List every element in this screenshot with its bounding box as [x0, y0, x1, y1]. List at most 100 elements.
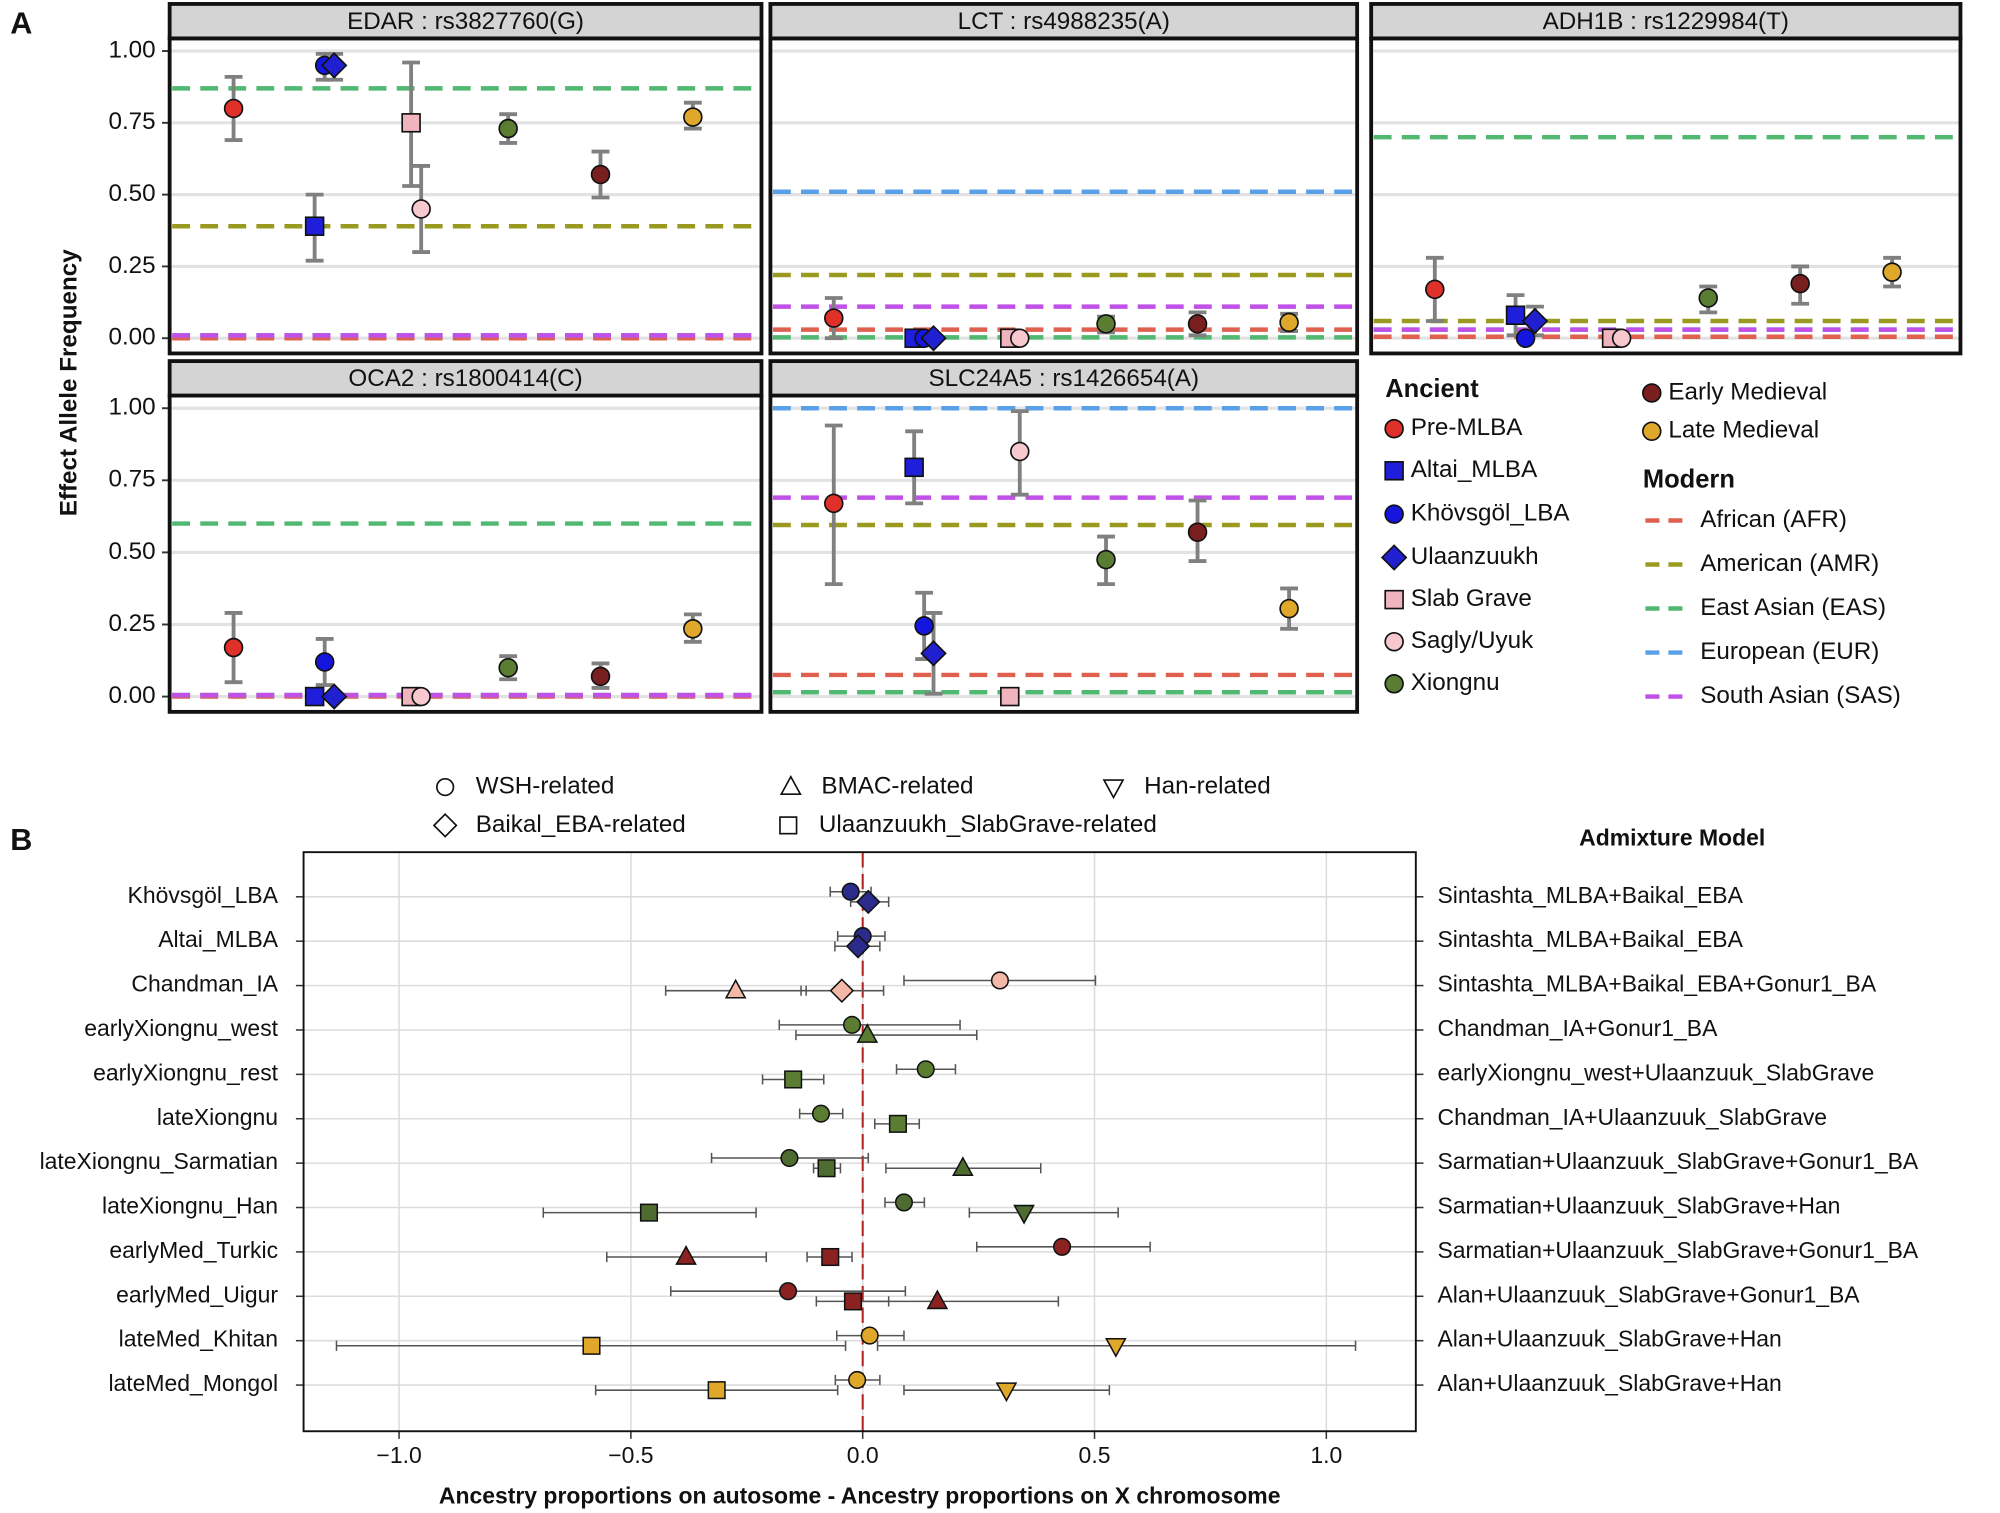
- x-axis-label: Ancestry proportions on autosome - Ances…: [439, 1483, 1281, 1509]
- data-point: [1611, 328, 1632, 348]
- data-point: [843, 1292, 863, 1311]
- legend-title: Modern: [1643, 466, 1735, 494]
- facet-strip: [1369, 2, 1963, 41]
- facet-title: SLC24A5 : rs1426654(A): [928, 365, 1199, 392]
- legend-label: East Asian (EAS): [1700, 594, 1886, 621]
- y-tick-label: 0.75: [108, 466, 155, 493]
- data-point: [1505, 305, 1526, 325]
- data-point: [845, 934, 871, 959]
- model-label: Sarmatian+Ulaanzuuk_SlabGrave+Gonur1_BA: [1438, 1148, 1919, 1174]
- data-point: [1105, 1337, 1127, 1358]
- error-bar: [968, 1207, 1119, 1218]
- legend-label: Slab Grave: [1411, 585, 1532, 612]
- error-bar: [778, 1019, 961, 1030]
- legend-symbol: [1102, 779, 1125, 800]
- row-label: earlyXiongnu_west: [84, 1015, 278, 1041]
- data-point: [498, 118, 518, 139]
- legend-symbol: [1642, 383, 1662, 403]
- data-point: [590, 666, 611, 687]
- model-label: Sintashta_MLBA+Baikal_EBA: [1438, 882, 1744, 908]
- data-point: [1882, 262, 1902, 282]
- legend-label: Khövsgöl_LBA: [1411, 500, 1571, 527]
- data-point: [675, 1245, 697, 1265]
- model-label: Chandman_IA+Gonur1_BA: [1438, 1015, 1719, 1041]
- y-tick-label: 0.25: [108, 610, 155, 637]
- row-label: earlyXiongnu_rest: [93, 1059, 279, 1085]
- y-tick-label: 0.50: [108, 538, 155, 565]
- data-point: [314, 652, 335, 672]
- legend-label: African (AFR): [1700, 506, 1847, 533]
- data-point: [683, 619, 703, 639]
- plot-border: [302, 851, 1417, 1433]
- legend-label: Altai_MLBA: [1411, 456, 1538, 483]
- data-point: [1010, 441, 1030, 462]
- data-point: [411, 686, 431, 707]
- y-tick-label: 1.00: [108, 36, 155, 63]
- data-point: [995, 1382, 1018, 1403]
- facet-title: EDAR : rs3827760(G): [347, 8, 584, 35]
- legend-label: BMAC-related: [821, 773, 973, 800]
- data-point: [1521, 307, 1549, 335]
- facet-strip: [167, 2, 764, 41]
- panel-label: A: [10, 7, 32, 41]
- data-point: [639, 1203, 659, 1222]
- data-point: [683, 107, 703, 127]
- data-point: [1515, 328, 1536, 348]
- data-point: [304, 216, 325, 236]
- legend-label: Early Medieval: [1668, 378, 1827, 405]
- data-point: [824, 493, 844, 514]
- legend-label: Baikal_EBA-related: [476, 811, 686, 838]
- data-point: [1425, 279, 1445, 300]
- y-tick-label: 0.75: [108, 108, 155, 135]
- legend-label: Ulaanzuukh: [1411, 543, 1539, 570]
- data-point: [855, 889, 881, 915]
- data-point: [841, 882, 860, 901]
- data-point: [888, 1114, 907, 1133]
- data-point: [914, 616, 934, 636]
- legend-symbol: [432, 813, 458, 838]
- legend-label: European (EUR): [1700, 638, 1879, 665]
- data-point: [1279, 598, 1299, 619]
- data-point: [223, 637, 244, 658]
- facet-title: OCA2 : rs1800414(C): [348, 365, 582, 392]
- data-point: [904, 457, 924, 478]
- y-tick-label: 0.25: [108, 252, 155, 279]
- facet-strip: [768, 2, 1360, 41]
- row-label: earlyMed_Uigur: [116, 1281, 278, 1307]
- data-point: [1790, 273, 1810, 294]
- x-tick-label: 0.5: [1079, 1442, 1111, 1468]
- y-tick-label: 0.00: [108, 682, 155, 709]
- data-point: [1187, 522, 1208, 542]
- legend-label: Ulaanzuukh_SlabGrave-related: [819, 811, 1157, 838]
- row-label: lateMed_Khitan: [119, 1326, 278, 1352]
- facet-strip: [167, 359, 764, 398]
- data-point: [990, 971, 1009, 990]
- data-point: [223, 98, 244, 119]
- data-point: [926, 1289, 949, 1310]
- data-point: [952, 1156, 974, 1177]
- data-point: [1010, 328, 1030, 348]
- x-tick-label: −1.0: [376, 1442, 421, 1468]
- legend-label: Pre-MLBA: [1411, 414, 1524, 441]
- data-point: [779, 1282, 798, 1301]
- x-tick-label: 1.0: [1310, 1442, 1342, 1468]
- legend-symbol: [1384, 674, 1404, 694]
- model-label: Sarmatian+Ulaanzuuk_SlabGrave+Han: [1438, 1193, 1841, 1219]
- model-label: Sintashta_MLBA+Baikal_EBA+Gonur1_BA: [1438, 971, 1877, 997]
- y-axis-label: Effect Allele Frequency: [56, 249, 83, 516]
- data-point: [724, 978, 747, 999]
- data-point: [811, 1104, 831, 1123]
- data-point: [784, 1070, 803, 1089]
- data-point: [894, 1193, 914, 1212]
- data-point: [320, 683, 348, 710]
- row-label: Altai_MLBA: [158, 926, 279, 952]
- data-point: [1096, 549, 1116, 570]
- row-label: Khövsgöl_LBA: [128, 882, 279, 908]
- data-point: [916, 1060, 935, 1079]
- facet-title: ADH1B : rs1229984(T): [1543, 8, 1789, 35]
- row-label: Chandman_IA: [131, 971, 278, 997]
- model-title: Admixture Model: [1579, 824, 1765, 850]
- data-point: [817, 1159, 836, 1178]
- legend-symbol: [1380, 544, 1408, 571]
